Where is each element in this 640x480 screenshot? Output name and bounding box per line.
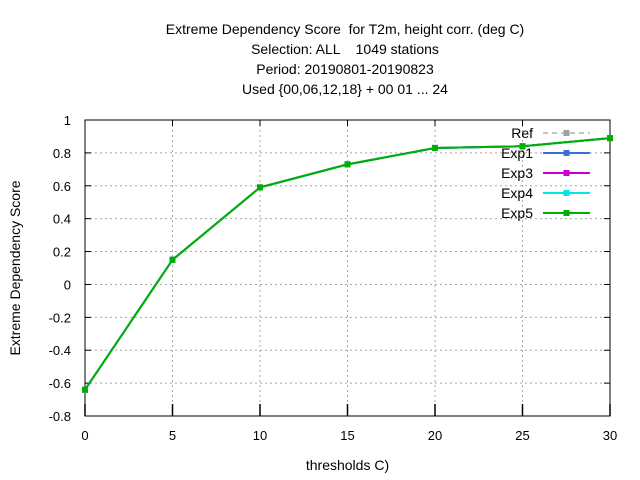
- legend-item-exp3: Exp3: [501, 165, 590, 181]
- y-tick-label: 0.2: [53, 245, 71, 260]
- x-tick-label: 15: [340, 428, 354, 443]
- legend-item-exp4: Exp4: [501, 185, 590, 201]
- data-point-exp5: [257, 184, 263, 191]
- y-tick-label: -0.2: [49, 310, 71, 325]
- x-tick-label: 20: [428, 428, 442, 443]
- y-tick-label: -0.4: [49, 343, 71, 358]
- series-ref: [82, 135, 613, 393]
- y-tick-label: 0.8: [53, 146, 71, 161]
- y-tick-label: 0: [64, 277, 71, 292]
- axis-ticks: 0 5 10 15 20 25 30 -0.8 -0.6 -0.4 -0.2 0 0.2 0.4 0.6 0.…: [49, 113, 618, 443]
- x-axis-label: thresholds C): [306, 457, 389, 473]
- legend: Ref Exp1 Exp3 Exp4 Exp5: [501, 125, 590, 221]
- y-tick-label: -0.8: [49, 409, 71, 424]
- x-tick-label: 10: [253, 428, 267, 443]
- x-tick-label: 0: [81, 428, 88, 443]
- y-tick-label: 0.4: [53, 212, 71, 227]
- y-axis-label: Extreme Dependency Score: [7, 180, 23, 355]
- chart-title-line-2: Selection: ALL 1049 stations: [251, 41, 439, 57]
- legend-marker-exp1: [563, 150, 570, 156]
- x-tick-label: 25: [515, 428, 529, 443]
- legend-label-exp5: Exp5: [501, 205, 533, 221]
- data-point-exp5: [607, 135, 613, 142]
- legend-label-ref: Ref: [511, 125, 533, 141]
- legend-marker-exp4: [563, 190, 570, 196]
- x-tick-label: 30: [603, 428, 617, 443]
- series-exp5: [82, 135, 613, 393]
- data-point-exp5: [519, 143, 526, 150]
- chart-title-line-4: Used {00,06,12,18} + 00 01 ... 24: [242, 81, 448, 97]
- legend-marker-ref: [563, 130, 570, 136]
- legend-marker-exp5: [563, 210, 570, 216]
- series-exp3: [82, 135, 613, 393]
- legend-label-exp1: Exp1: [501, 145, 533, 161]
- grid-lines: [85, 120, 610, 416]
- legend-marker-exp3: [563, 170, 570, 176]
- data-point-exp5: [82, 386, 88, 393]
- y-tick-label: -0.6: [49, 376, 71, 391]
- legend-label-exp4: Exp4: [501, 185, 533, 201]
- series-group: [82, 135, 613, 393]
- series-exp1: [82, 135, 613, 393]
- legend-item-exp5: Exp5: [501, 205, 590, 221]
- y-tick-label: 0.6: [53, 179, 71, 194]
- legend-item-ref: Ref: [511, 125, 590, 141]
- chart-title-line-3: Period: 20190801-20190823: [256, 61, 434, 77]
- legend-label-exp3: Exp3: [501, 165, 533, 181]
- x-tick-label: 5: [169, 428, 176, 443]
- data-point-exp5: [432, 144, 438, 151]
- series-exp4: [82, 135, 613, 393]
- chart-title-line-1: Extreme Dependency Score for T2m, height…: [165, 21, 525, 37]
- y-tick-label: 1: [64, 113, 71, 128]
- data-point-exp5: [344, 161, 351, 168]
- legend-item-exp1: Exp1: [501, 145, 590, 161]
- data-point-exp5: [169, 256, 176, 263]
